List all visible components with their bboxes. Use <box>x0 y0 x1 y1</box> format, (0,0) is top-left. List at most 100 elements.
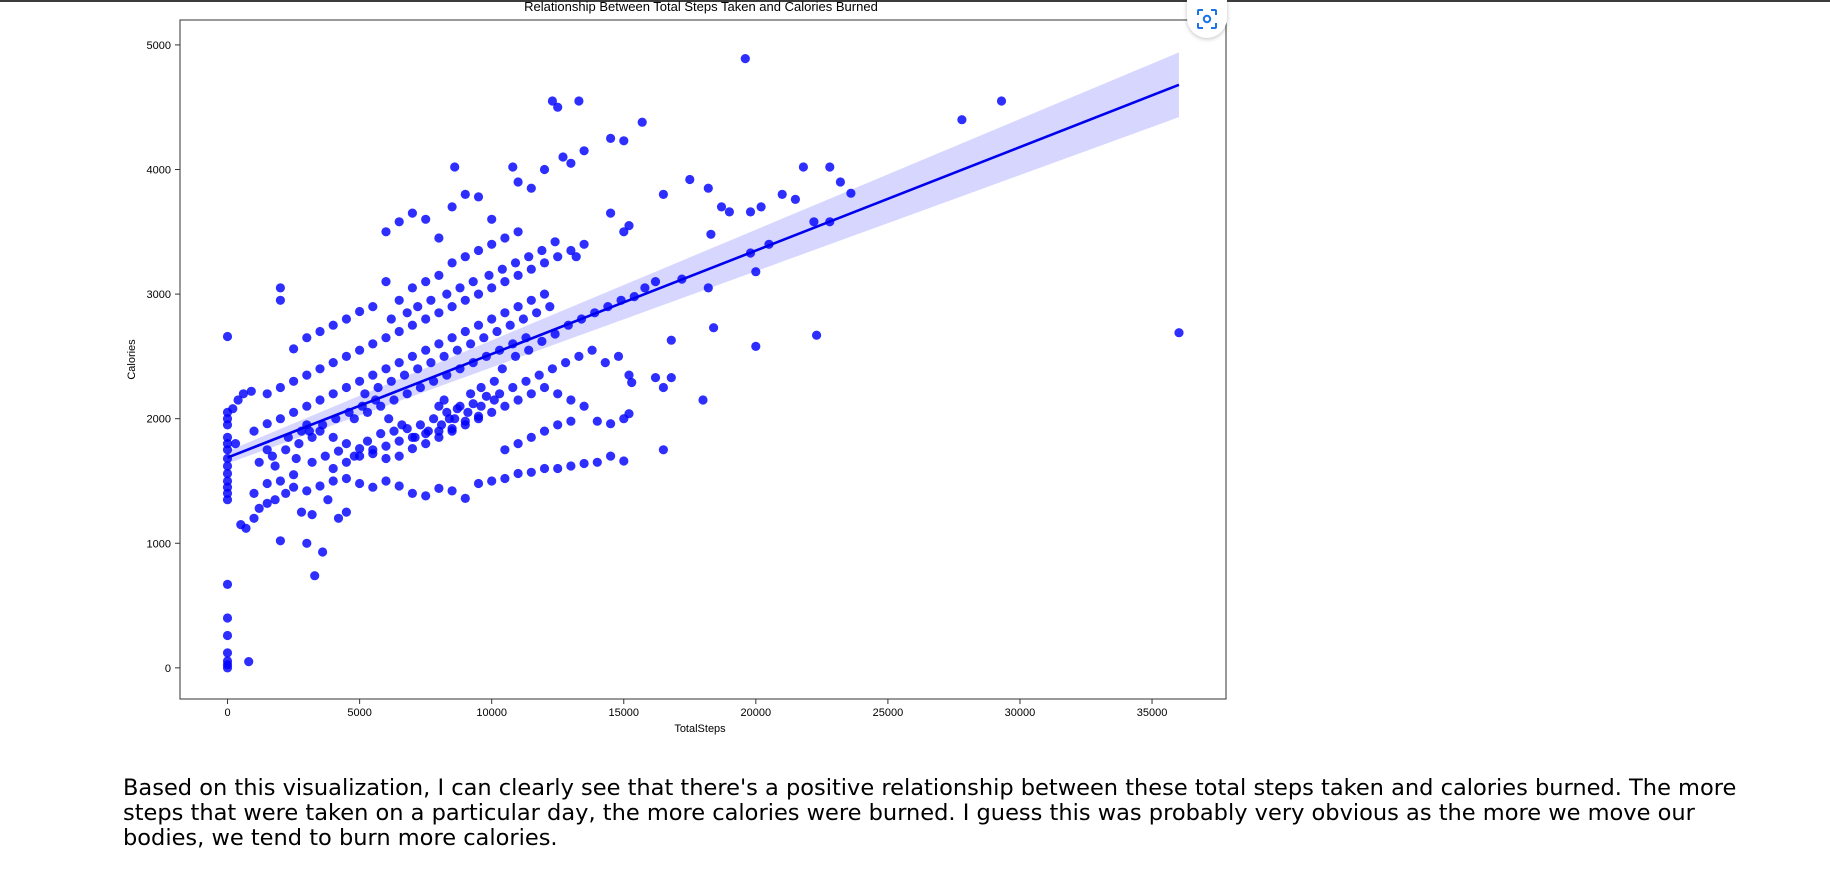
data-point <box>341 507 351 517</box>
data-point <box>579 401 589 411</box>
data-point <box>389 395 399 405</box>
data-point <box>289 344 299 354</box>
y-axis-label: Calories <box>126 339 138 380</box>
data-point <box>421 439 431 449</box>
data-point <box>328 476 338 486</box>
chart-figure: Relationship Between Total Steps Taken a… <box>126 0 1227 735</box>
data-point <box>381 476 391 486</box>
data-point <box>394 217 404 227</box>
data-point <box>434 308 444 318</box>
data-point <box>574 351 584 361</box>
data-point <box>468 277 478 287</box>
data-point <box>500 473 510 484</box>
data-point <box>355 444 365 454</box>
data-point <box>447 258 457 268</box>
data-point <box>222 613 233 623</box>
data-point <box>328 358 338 368</box>
lens-search-button[interactable] <box>1187 0 1227 38</box>
data-point <box>790 194 801 204</box>
data-point <box>473 411 484 421</box>
data-point <box>281 445 291 455</box>
data-point <box>613 351 624 361</box>
data-point <box>637 117 647 127</box>
data-point <box>289 407 299 417</box>
data-point <box>439 351 449 361</box>
data-point <box>421 345 431 355</box>
data-point <box>275 295 285 305</box>
data-point <box>447 486 457 496</box>
data-point <box>526 467 536 477</box>
data-point <box>394 481 404 491</box>
data-point <box>281 488 291 498</box>
data-point <box>397 420 407 430</box>
data-point <box>463 407 473 417</box>
data-point <box>434 483 444 493</box>
data-point <box>579 239 589 249</box>
data-point <box>579 458 589 469</box>
data-point <box>368 370 378 380</box>
data-point <box>460 295 470 305</box>
data-point <box>619 227 629 237</box>
data-point <box>518 314 529 324</box>
data-point <box>421 277 431 287</box>
data-point <box>600 358 610 368</box>
data-point <box>666 335 676 345</box>
data-point <box>407 432 417 442</box>
data-point <box>376 401 386 411</box>
data-point <box>355 451 365 461</box>
data-point <box>394 326 404 337</box>
data-point <box>524 345 534 355</box>
data-point <box>619 136 629 146</box>
data-point <box>407 320 417 330</box>
x-tick-label: 20000 <box>741 707 772 719</box>
data-point <box>262 389 272 399</box>
data-point <box>526 295 536 305</box>
data-point <box>579 146 589 156</box>
data-point <box>825 162 835 172</box>
data-point <box>368 339 378 349</box>
data-point <box>489 395 499 405</box>
data-point <box>394 451 404 461</box>
data-point <box>550 329 560 339</box>
data-point <box>624 370 634 380</box>
x-tick-label: 30000 <box>1005 707 1036 719</box>
data-point <box>537 336 547 346</box>
data-point <box>1174 328 1184 338</box>
data-point <box>434 432 444 442</box>
data-point <box>341 457 351 467</box>
data-point <box>809 217 819 227</box>
data-point <box>315 395 325 405</box>
data-point <box>996 96 1007 106</box>
data-point <box>341 439 351 449</box>
data-point <box>228 404 238 414</box>
data-point <box>497 264 507 274</box>
data-point <box>524 252 534 262</box>
data-point <box>539 289 550 299</box>
y-tick-label: 5000 <box>147 40 171 52</box>
data-point <box>606 133 616 143</box>
data-point <box>368 302 378 312</box>
data-point <box>270 495 280 505</box>
data-point <box>249 513 259 523</box>
data-point <box>307 432 317 442</box>
data-point <box>777 189 787 199</box>
data-point <box>249 488 259 498</box>
data-point <box>442 289 452 299</box>
data-point <box>650 277 661 287</box>
data-point <box>703 183 713 193</box>
data-point <box>658 445 669 455</box>
data-point <box>756 202 766 212</box>
data-point <box>222 414 233 424</box>
data-point <box>500 445 510 455</box>
data-point <box>492 326 502 337</box>
data-point <box>716 202 727 212</box>
data-point <box>553 252 563 262</box>
data-point <box>434 233 444 243</box>
data-point <box>254 503 264 513</box>
data-point <box>320 451 330 461</box>
data-point <box>222 476 233 486</box>
data-point <box>238 389 248 399</box>
data-point <box>394 358 404 368</box>
data-point <box>487 407 497 417</box>
data-point <box>447 333 457 343</box>
